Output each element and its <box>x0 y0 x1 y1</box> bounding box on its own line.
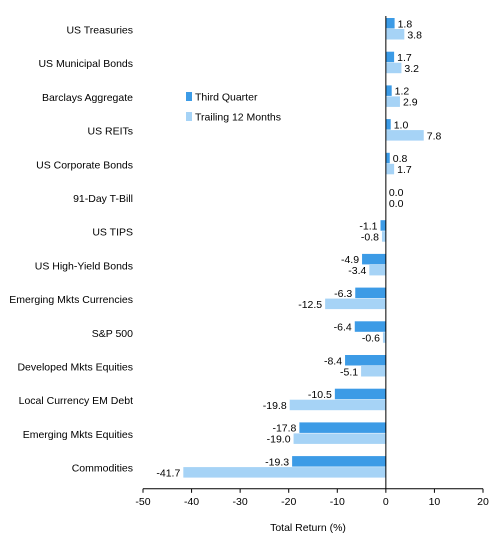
category-label: US Treasuries <box>66 25 133 37</box>
bar-third-quarter <box>362 253 386 265</box>
x-tick-label: 20 <box>477 496 489 508</box>
bar-third-quarter <box>385 152 390 164</box>
bar-third-quarter <box>334 388 386 400</box>
data-label: 1.7 <box>397 164 412 176</box>
bar-trailing-12-months <box>381 231 386 242</box>
legend-label: Trailing 12 Months <box>195 112 281 124</box>
bar-trailing-12-months <box>325 298 386 310</box>
category-label: 91-Day T-Bill <box>73 193 133 205</box>
data-label: -1.1 <box>359 220 377 232</box>
x-tick-label: -50 <box>135 496 150 508</box>
data-label: -41.7 <box>156 467 180 479</box>
legend-swatch-third-quarter <box>186 92 192 101</box>
bar-trailing-12-months <box>183 467 386 478</box>
category-label: S&P 500 <box>92 328 133 340</box>
data-label: -5.1 <box>340 366 358 378</box>
data-label: -17.8 <box>272 423 296 435</box>
data-label: 3.2 <box>404 63 419 75</box>
category-label: Barclays Aggregate <box>42 92 133 104</box>
bar-third-quarter <box>354 321 386 332</box>
data-label: -8.4 <box>324 355 342 367</box>
data-label: -6.4 <box>334 322 352 334</box>
legend-swatch-trailing-12-months <box>186 112 192 121</box>
category-label: Local Currency EM Debt <box>19 395 133 407</box>
bar-trailing-12-months <box>385 163 395 175</box>
bar-third-quarter <box>355 287 386 299</box>
category-label: US High-Yield Bonds <box>35 260 133 272</box>
data-label: 7.8 <box>427 130 442 142</box>
bar-trailing-12-months <box>385 96 400 107</box>
data-label: 2.9 <box>403 97 418 109</box>
bar-third-quarter <box>385 119 391 130</box>
bar-third-quarter <box>380 220 386 231</box>
category-label: Emerging Mkts Currencies <box>9 294 133 306</box>
bar-trailing-12-months <box>385 62 402 74</box>
data-label: 3.8 <box>407 29 422 41</box>
data-label: -3.4 <box>348 265 366 277</box>
x-tick-label: 10 <box>429 496 441 508</box>
bar-trailing-12-months <box>385 29 405 40</box>
data-label: 0.0 <box>389 198 404 210</box>
data-label: 1.2 <box>395 86 410 98</box>
data-label: 1.8 <box>398 18 413 30</box>
data-label: -19.8 <box>263 400 287 412</box>
x-tick-label: -20 <box>281 496 296 508</box>
category-label: US TIPS <box>92 227 133 239</box>
data-label: -4.9 <box>341 254 359 266</box>
bar-third-quarter <box>345 355 386 366</box>
x-axis: -50 -40 -30 -20 -10 0 10 20 <box>135 16 489 508</box>
data-label: 0.0 <box>389 187 404 199</box>
bar-third-quarter <box>385 18 395 29</box>
data-label: -19.3 <box>265 456 289 468</box>
bar-trailing-12-months <box>385 130 424 141</box>
bar-third-quarter <box>292 456 386 467</box>
data-label: 0.8 <box>393 153 408 165</box>
category-label: US REITs <box>87 126 133 138</box>
x-tick-label: -40 <box>184 496 199 508</box>
x-axis-title: Total Return (%) <box>270 522 346 534</box>
category-label: US Municipal Bonds <box>38 58 133 70</box>
data-label: -12.5 <box>298 299 322 311</box>
category-label: Commodities <box>72 463 133 475</box>
bar-third-quarter <box>299 422 386 433</box>
category-label: US Corporate Bonds <box>36 159 133 171</box>
x-tick-label: -10 <box>330 496 345 508</box>
data-label: -10.5 <box>308 389 332 401</box>
x-tick-label: -30 <box>233 496 248 508</box>
legend: Third Quarter Trailing 12 Months <box>186 92 281 124</box>
data-label: 1.7 <box>397 52 412 64</box>
data-label: 1.0 <box>394 119 409 131</box>
data-label: -6.3 <box>334 288 352 300</box>
bar-trailing-12-months <box>382 332 386 343</box>
bar-trailing-12-months <box>293 433 386 444</box>
bar-trailing-12-months <box>289 399 386 411</box>
category-label: Emerging Mkts Equities <box>23 429 133 441</box>
data-label: -0.8 <box>361 231 379 243</box>
data-label: -19.0 <box>267 434 291 446</box>
legend-label: Third Quarter <box>195 92 258 104</box>
data-label: -0.6 <box>362 333 380 345</box>
bar-trailing-12-months <box>361 366 386 377</box>
x-tick-label: 0 <box>383 496 389 508</box>
category-label: Developed Mkts Equities <box>17 362 133 374</box>
plot-area: US Treasuries 1.83.8 US Municipal Bonds 1.7… <box>9 18 441 479</box>
bar-trailing-12-months <box>369 264 386 276</box>
bar-third-quarter <box>385 85 392 96</box>
bar-third-quarter <box>385 51 395 63</box>
